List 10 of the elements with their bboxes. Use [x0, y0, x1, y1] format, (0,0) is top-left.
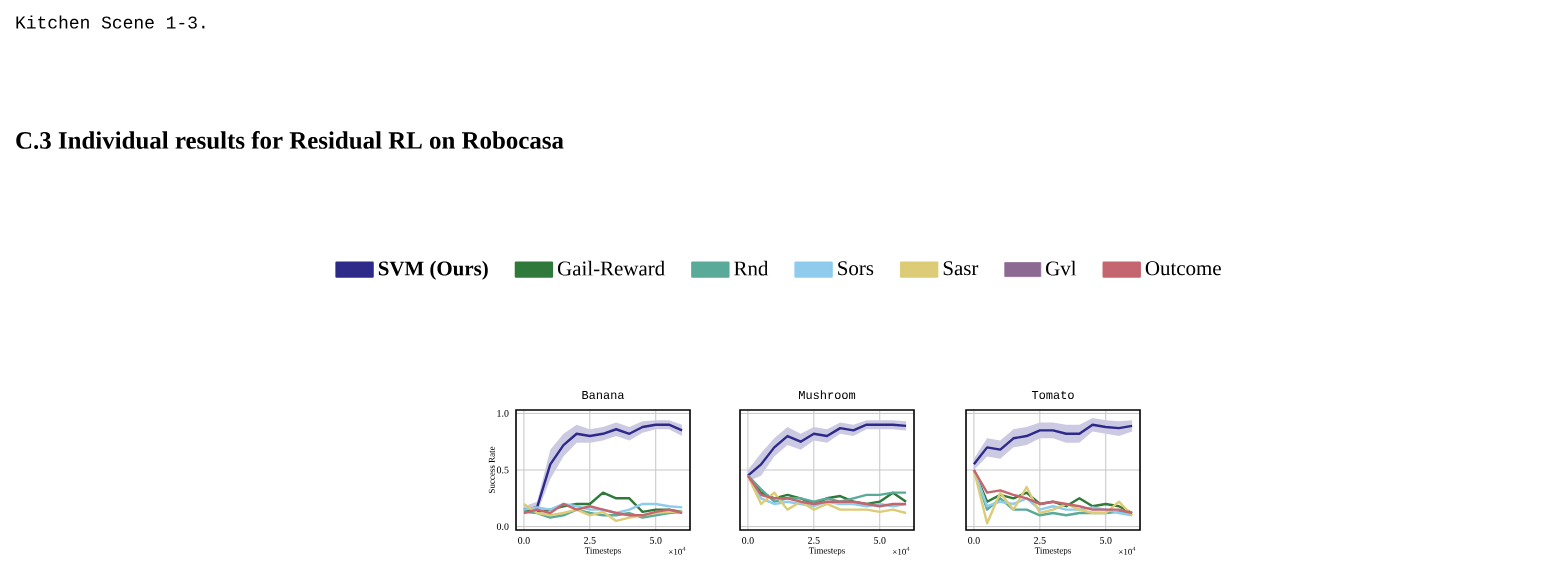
legend-label: SVM (Ours)	[378, 260, 488, 280]
text: Kitchen Scene 1-3.	[16, 15, 205, 29]
text: C.3 Individual results for Residual RL on Robocasa	[16, 131, 564, 149]
legend-label: Gvl	[1046, 260, 1077, 276]
legend-label: Outcome	[1145, 261, 1221, 276]
line-series	[522, 491, 684, 514]
legend-label: Sasr	[943, 261, 979, 276]
legend-label: Gail-Reward	[557, 260, 665, 276]
legend-label: Rnd	[734, 260, 769, 276]
legend-label: Sors	[838, 261, 874, 276]
